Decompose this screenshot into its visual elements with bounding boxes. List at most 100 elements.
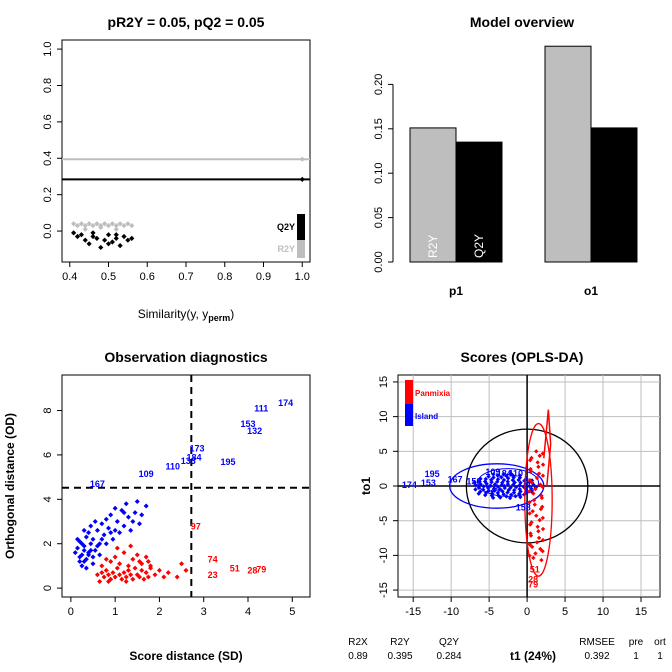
point-island bbox=[505, 481, 511, 487]
point-panmixia bbox=[117, 561, 123, 567]
point-panmixia bbox=[540, 537, 546, 543]
point-panmixia bbox=[112, 554, 118, 560]
point-panmixia bbox=[141, 576, 147, 582]
point-island bbox=[483, 476, 489, 482]
overview-y-tick-label: 0.10 bbox=[373, 162, 385, 183]
point-island bbox=[117, 530, 123, 536]
point-panmixia bbox=[103, 556, 109, 562]
point-island bbox=[513, 484, 519, 490]
point-island bbox=[518, 480, 523, 485]
overview-title: Model overview bbox=[470, 14, 574, 30]
point-island bbox=[94, 527, 100, 533]
point-island bbox=[92, 547, 98, 553]
point-panmixia bbox=[114, 565, 120, 571]
score-label: 153 bbox=[421, 478, 436, 488]
point-panmixia bbox=[540, 473, 546, 478]
point-island bbox=[481, 484, 486, 489]
point-panmixia bbox=[108, 558, 114, 564]
diagnostics-x-tick-label: 2 bbox=[156, 606, 162, 618]
legend-label-r2y: R2Y bbox=[277, 244, 295, 254]
observation-label: 173 bbox=[190, 444, 205, 454]
point-panmixia bbox=[527, 522, 533, 527]
point-island bbox=[101, 532, 107, 538]
point-panmixia bbox=[103, 567, 109, 573]
point-island bbox=[79, 541, 85, 547]
point-panmixia bbox=[143, 554, 149, 560]
summary-header-rmsee: RMSEE bbox=[579, 637, 615, 648]
point-panmixia bbox=[531, 497, 537, 503]
point-island bbox=[99, 536, 105, 542]
point-panmixia bbox=[539, 495, 545, 501]
permutation-x-tick-label: 0.8 bbox=[217, 271, 232, 283]
point-panmixia bbox=[537, 453, 542, 458]
observation-label: 109 bbox=[139, 469, 154, 479]
observation-label: 195 bbox=[221, 457, 236, 467]
scores-y-tick-label: 10 bbox=[378, 411, 390, 423]
point-r2y bbox=[125, 221, 131, 227]
point-island bbox=[486, 474, 491, 479]
overview-y-axis: 0.00 0.05 0.10 0.15 0.20 bbox=[373, 74, 394, 273]
point-island bbox=[92, 519, 98, 525]
point-island bbox=[106, 525, 111, 531]
point-panmixia bbox=[183, 567, 189, 573]
point-q2y bbox=[74, 233, 81, 240]
point-island bbox=[516, 491, 522, 497]
point-island bbox=[83, 565, 89, 571]
observation-label: 28 bbox=[247, 566, 257, 576]
diagnostics-y-tick-label: 4 bbox=[42, 496, 54, 502]
score-label: 124 bbox=[485, 484, 500, 494]
point-panmixia bbox=[165, 570, 171, 576]
point-panmixia bbox=[152, 572, 158, 578]
point-q2y bbox=[105, 241, 112, 247]
point-island bbox=[501, 477, 507, 483]
scores-x-axis: -15 -10 -5 0 5 10 15 bbox=[405, 596, 647, 618]
permutation-points bbox=[71, 156, 305, 251]
diagnostics-points bbox=[72, 499, 189, 584]
point-panmixia bbox=[534, 540, 540, 545]
point-panmixia bbox=[121, 550, 127, 556]
point-q2y bbox=[102, 237, 108, 243]
point-panmixia bbox=[531, 555, 536, 561]
point-island bbox=[123, 501, 129, 507]
legend-swatch-q2y bbox=[297, 214, 305, 240]
observation-label: 133 bbox=[181, 456, 196, 466]
point-panmixia bbox=[145, 558, 151, 564]
point-island bbox=[521, 484, 526, 490]
point-island bbox=[513, 494, 518, 499]
point-island bbox=[94, 543, 100, 549]
observation-label: 167 bbox=[90, 479, 105, 489]
permutation-y-tick-label: 0.0 bbox=[42, 223, 54, 238]
scores-y-tick-label: -5 bbox=[378, 516, 390, 526]
point-island bbox=[108, 512, 114, 518]
scores-title: Scores (OPLS-DA) bbox=[461, 349, 584, 365]
point-panmixia bbox=[161, 574, 167, 580]
point-panmixia bbox=[528, 469, 534, 474]
score-label: 79 bbox=[528, 579, 538, 589]
point-island bbox=[130, 519, 136, 525]
point-island bbox=[510, 477, 516, 483]
category-label-o1: o1 bbox=[584, 284, 598, 298]
point-panmixia bbox=[179, 561, 185, 567]
point-island bbox=[112, 505, 118, 511]
diagnostics-title: Observation diagnostics bbox=[104, 349, 268, 365]
point-panmixia bbox=[527, 500, 532, 505]
point-panmixia bbox=[99, 570, 105, 576]
point-q2y bbox=[78, 232, 84, 238]
point-island bbox=[121, 510, 127, 516]
panmixia-outline-upper bbox=[543, 409, 552, 487]
permutation-y-tick-label: 0.4 bbox=[42, 151, 54, 166]
point-island bbox=[505, 490, 510, 495]
point-island bbox=[505, 479, 510, 484]
point-panmixia bbox=[527, 542, 533, 547]
point-panmixia bbox=[535, 524, 540, 529]
summary-value-ort: 1 bbox=[657, 651, 663, 662]
point-panmixia bbox=[529, 520, 534, 525]
permutation-y-tick-label: 0.2 bbox=[42, 187, 54, 202]
point-island bbox=[473, 487, 478, 492]
score-label: 158 bbox=[516, 502, 531, 512]
point-island bbox=[518, 494, 523, 500]
point-panmixia bbox=[530, 509, 535, 514]
scores-model-summary: R2X R2Y Q2Y RMSEE pre ort 0.89 0.395 0.2… bbox=[348, 637, 666, 662]
point-r2y bbox=[98, 224, 104, 231]
point-island bbox=[75, 536, 80, 542]
